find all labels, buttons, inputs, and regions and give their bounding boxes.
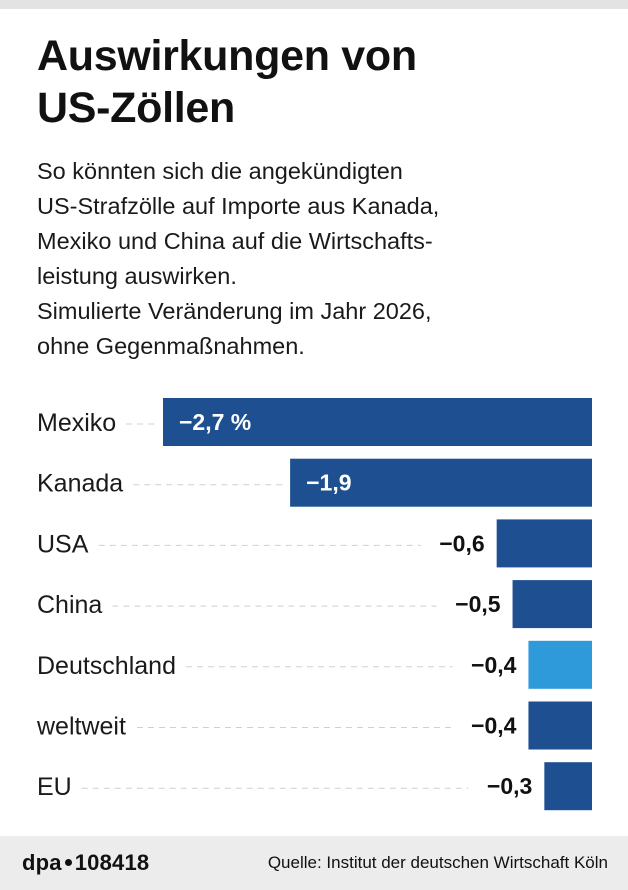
category-label: Kanada bbox=[37, 470, 123, 498]
value-label: −1,9 bbox=[306, 470, 351, 496]
category-label: USA bbox=[37, 530, 89, 558]
bar-china bbox=[512, 580, 592, 629]
source-note: Quelle: Institut der deutschen Wirtschaf… bbox=[267, 853, 608, 872]
bar-deutschland bbox=[528, 640, 592, 689]
top-strip bbox=[0, 0, 628, 9]
category-label: China bbox=[37, 591, 102, 619]
graphic-number: 108418 bbox=[74, 850, 150, 875]
value-label: −0,3 bbox=[487, 773, 532, 799]
category-label: weltweit bbox=[36, 713, 126, 741]
value-label: −2,7 % bbox=[179, 409, 251, 435]
subtitle-line: So könnten sich die angekündigten bbox=[37, 158, 403, 184]
subtitle-line: leistung auswirken. bbox=[37, 263, 237, 289]
subtitle-line: Simulierte Veränderung im Jahr 2026, bbox=[37, 298, 432, 324]
subtitle-line: ohne Gegenmaßnahmen. bbox=[37, 333, 305, 359]
bar-eu bbox=[544, 762, 592, 811]
category-label: EU bbox=[37, 773, 72, 801]
value-label: −0,4 bbox=[471, 652, 517, 678]
value-label: −0,5 bbox=[455, 591, 501, 617]
category-label: Mexiko bbox=[37, 409, 116, 437]
value-label: −0,6 bbox=[439, 530, 484, 556]
brand-dot-icon bbox=[64, 859, 72, 867]
footer: dpa 108418 Quelle: Institut der deutschen… bbox=[0, 836, 628, 890]
value-label: −0,4 bbox=[471, 713, 517, 739]
bar-mexiko bbox=[163, 398, 592, 446]
category-label: Deutschland bbox=[37, 652, 176, 680]
subtitle-line: US-Strafzölle auf Importe aus Kanada, bbox=[37, 193, 440, 219]
bar-usa bbox=[496, 519, 592, 568]
bar-kanada bbox=[290, 458, 592, 507]
subtitle-line: Mexiko und China auf die Wirtschafts- bbox=[37, 228, 433, 254]
bar-chart: Mexiko −2,7 % Kanada −1,9 USA −0,6 China −0,5 De… bbox=[36, 398, 592, 811]
dpa-logo: dpa 108418 bbox=[22, 850, 149, 876]
chart-title: Auswirkungen von US-Zöllen bbox=[37, 32, 417, 132]
dpa-brand: dpa bbox=[22, 850, 62, 875]
bar-weltweit bbox=[528, 701, 592, 750]
chart-subtitle: So könnten sich die angekündigten US-Stra… bbox=[37, 154, 607, 364]
